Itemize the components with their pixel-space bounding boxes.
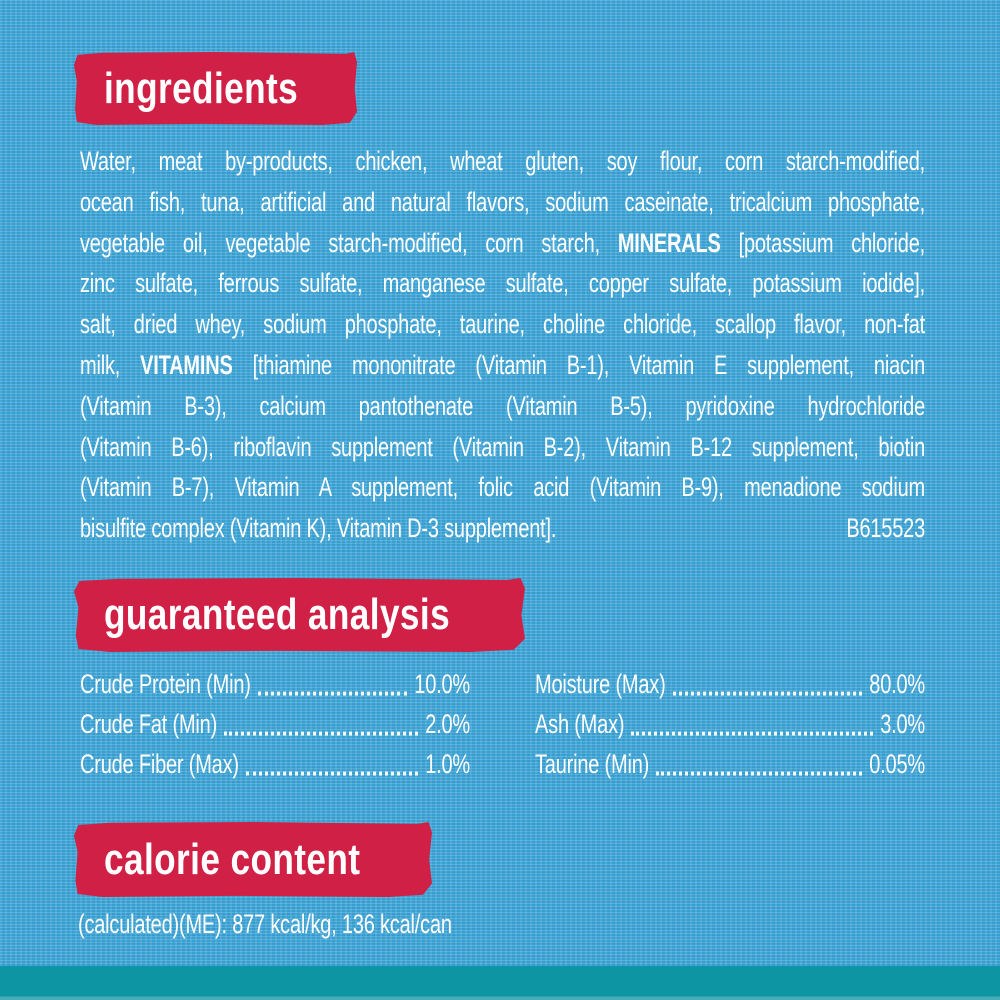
analysis-value: 10.0% xyxy=(414,670,470,700)
guaranteed-analysis-table: Crude Protein (Min) 10.0% Crude Fat (Min) 2… xyxy=(80,665,925,785)
calorie-content-banner: calorie content xyxy=(74,822,432,897)
ingredients-line: (Vitamin B-3), calcium pantothenate (Vit… xyxy=(80,380,925,434)
guaranteed-analysis-title: guaranteed analysis xyxy=(104,590,451,639)
analysis-row: Ash (Max) 3.0% xyxy=(535,699,925,752)
ingredients-text: zinc sulfate, ferrous sulfate, manganese… xyxy=(80,269,925,299)
analysis-value: 1.0% xyxy=(425,750,470,780)
analysis-row: Taurine (Min) 0.05% xyxy=(535,739,925,792)
dotted-leader xyxy=(672,691,863,696)
analysis-label: Crude Protein (Min) xyxy=(80,670,251,700)
calorie-content-title: calorie content xyxy=(104,834,361,884)
ingredients-title: ingredients xyxy=(104,63,299,113)
analysis-row: Crude Fiber (Max) 1.0% xyxy=(80,739,470,792)
analysis-value: 3.0% xyxy=(880,710,925,740)
analysis-label: Ash (Max) xyxy=(535,710,625,740)
analysis-row: Crude Fat (Min) 2.0% xyxy=(80,699,470,752)
analysis-value: 0.05% xyxy=(869,750,925,780)
ingredients-text: salt, dried whey, sodium phosphate, taur… xyxy=(80,310,925,340)
ingredients-line: milk, VITAMINS [thiamine mononitrate (Vi… xyxy=(80,339,925,393)
guaranteed-analysis-banner: guaranteed analysis xyxy=(74,578,525,652)
ingredients-list: Water, meat by-products, chicken, wheat … xyxy=(80,142,925,550)
ingredients-text: [potassium chloride, xyxy=(720,228,926,258)
ingredients-text: milk, xyxy=(80,351,141,381)
analysis-label: Taurine (Min) xyxy=(535,750,650,780)
ingredients-line: salt, dried whey, sodium phosphate, taur… xyxy=(80,299,925,353)
analysis-row: Moisture (Max) 80.0% xyxy=(535,659,925,712)
bottom-teal-stripe xyxy=(0,966,1000,1000)
ingredients-text: (Vitamin B-3), calcium pantothenate (Vit… xyxy=(80,392,925,422)
dotted-leader xyxy=(224,731,419,736)
ingredients-bold-term: MINERALS xyxy=(617,228,721,258)
ingredients-text: bisulfite complex (Vitamin K), Vitamin D… xyxy=(80,514,557,544)
ingredients-line: (Vitamin B-6), riboflavin supplement (Vi… xyxy=(80,421,925,475)
batch-code: B615523 xyxy=(846,514,925,544)
ingredients-text: Water, meat by-products, chicken, wheat … xyxy=(80,147,925,177)
ingredients-bold-term: VITAMINS xyxy=(140,351,233,381)
calorie-content-line: (calculated)(ME): 877 kcal/kg, 136 kcal/… xyxy=(78,910,452,940)
analysis-value: 2.0% xyxy=(425,710,470,740)
analysis-row: Crude Protein (Min) 10.0% xyxy=(80,659,470,712)
ingredients-text: (Vitamin B-6), riboflavin supplement (Vi… xyxy=(80,432,925,462)
analysis-column-right: Moisture (Max) 80.0% Ash (Max) 3.0% Taurine … xyxy=(535,665,925,785)
dotted-leader xyxy=(656,771,863,776)
ingredients-last-line: bisulfite complex (Vitamin K), Vitamin D… xyxy=(80,503,925,557)
ingredients-line: zinc sulfate, ferrous sulfate, manganese… xyxy=(80,258,925,312)
analysis-label: Crude Fiber (Max) xyxy=(80,750,239,780)
analysis-column-left: Crude Protein (Min) 10.0% Crude Fat (Min) 2… xyxy=(80,665,470,785)
ingredients-text: (Vitamin B-7), Vitamin A supplement, fol… xyxy=(80,473,925,503)
ingredients-banner: ingredients xyxy=(74,52,357,125)
dotted-leader xyxy=(631,731,874,736)
dotted-leader xyxy=(245,771,419,776)
ingredients-text: vegetable oil, vegetable starch-modified… xyxy=(80,228,618,258)
ingredients-text: [thiamine mononitrate (Vitamin B-1), Vit… xyxy=(232,351,926,381)
ingredients-line: ocean fish, tuna, artificial and natural… xyxy=(80,176,925,230)
analysis-label: Crude Fat (Min) xyxy=(80,710,218,740)
dotted-leader xyxy=(257,691,408,696)
ingredients-text: ocean fish, tuna, artificial and natural… xyxy=(80,188,925,218)
ingredients-line: Water, meat by-products, chicken, wheat … xyxy=(80,135,925,189)
analysis-label: Moisture (Max) xyxy=(535,670,666,700)
analysis-value: 80.0% xyxy=(869,670,925,700)
ingredients-line: (Vitamin B-7), Vitamin A supplement, fol… xyxy=(80,462,925,516)
ingredients-line: vegetable oil, vegetable starch-modified… xyxy=(80,217,925,271)
